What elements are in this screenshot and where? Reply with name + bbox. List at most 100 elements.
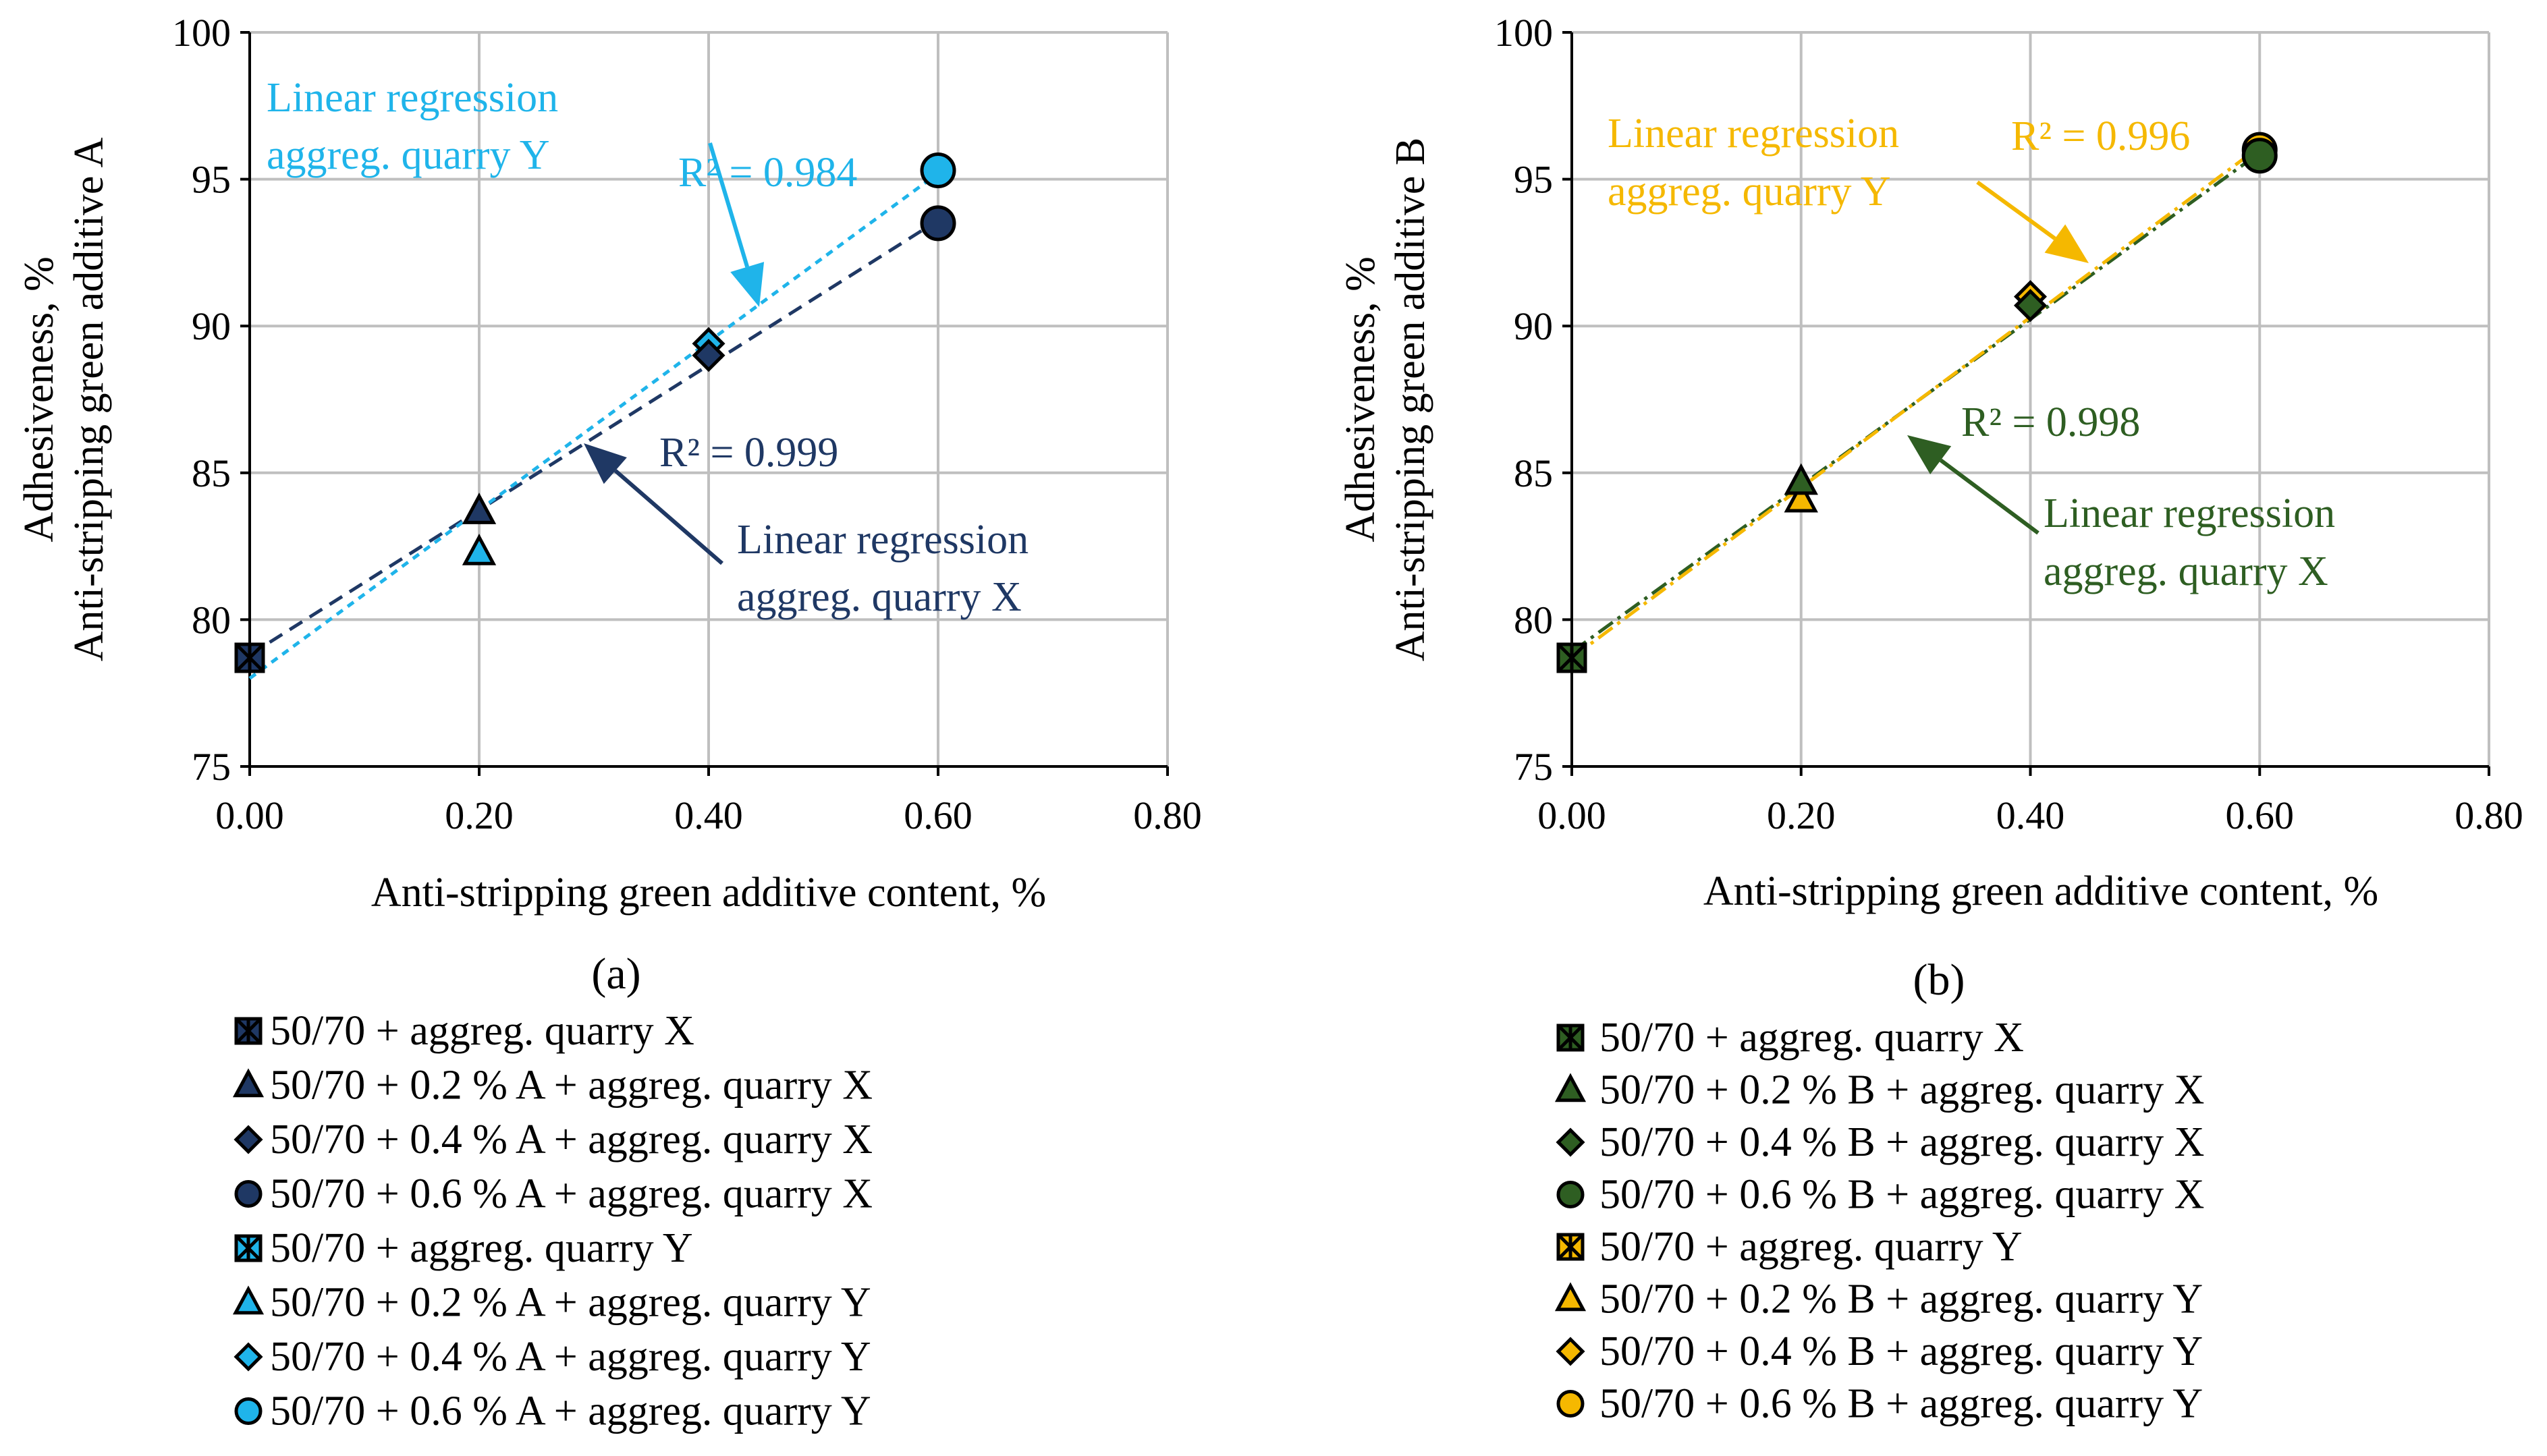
legend-label: 50/70 + aggreg. quarry X [270, 1008, 694, 1054]
y-tick-label: 75 [1514, 745, 1553, 789]
legend-item: 50/70 + aggreg. quarry Y [1556, 1224, 2023, 1270]
data-point-circle [920, 152, 956, 189]
regression-label: aggreg. quarry X [2044, 549, 2328, 594]
legend-label: 50/70 + 0.2 % B + aggreg. quarry X [1599, 1067, 2204, 1113]
legend-item: 50/70 + aggreg. quarry Y [234, 1225, 693, 1271]
legend-marker-triangle [1554, 1073, 1587, 1102]
y-tick-label: 95 [192, 158, 231, 202]
legend-item: 50/70 + 0.4 % A + aggreg. quarry Y [234, 1334, 871, 1380]
y-axis-title: Adhesiveness, % [16, 256, 62, 542]
y-tick-label: 100 [1494, 11, 1553, 55]
r-squared-annotation: R² = 0.996 [2011, 113, 2190, 159]
panel-label: (b) [1913, 955, 1965, 1005]
legend-label: 50/70 + aggreg. quarry X [1599, 1015, 2024, 1061]
regression-label: Linear regression [267, 75, 558, 121]
legend-marker-circle [234, 1180, 263, 1208]
legend-label: 50/70 + 0.6 % B + aggreg. quarry X [1599, 1172, 2204, 1218]
data-point-square-x [1556, 642, 1587, 673]
x-tick-label: 0.60 [904, 793, 973, 837]
legend-item: 50/70 + aggreg. quarry X [234, 1008, 694, 1054]
legend-marker-circle [1556, 1181, 1585, 1208]
data-point-triangle [462, 534, 497, 565]
trendline-quarry-y [1570, 145, 2261, 659]
data-point-triangle [1784, 463, 1818, 495]
legend-item: 50/70 + 0.6 % B + aggreg. quarry Y [1556, 1381, 2203, 1427]
legend-marker-square-x [1556, 1233, 1585, 1261]
panel-label: (a) [591, 949, 640, 999]
y-axis-title: Adhesiveness, % [1338, 256, 1384, 542]
r-squared-annotation: R² = 0.998 [1961, 399, 2140, 445]
regression-label: aggreg. quarry Y [267, 132, 549, 178]
legend-label: 50/70 + 0.6 % A + aggreg. quarry Y [270, 1389, 871, 1434]
legend-marker-square-x [234, 1234, 263, 1262]
x-axis-title: Anti-stripping green additive content, % [371, 870, 1046, 916]
y-tick-label: 85 [192, 451, 231, 495]
legend-marker-diamond [1556, 1337, 1585, 1366]
chart-panel-a: 75 80 85 90 95 100 0.00 0.20 0.40 0.60 0.80 Anti-st… [16, 11, 1202, 1434]
legend: 50/70 + aggreg. quarry X 50/70 + 0.2 % B … [1554, 1015, 2204, 1427]
x-tick-label: 0.00 [1537, 793, 1606, 837]
legend-label: 50/70 + 0.6 % A + aggreg. quarry X [270, 1171, 873, 1217]
legend-item: 50/70 + 0.2 % B + aggreg. quarry Y [1554, 1277, 2203, 1322]
legend: 50/70 + aggreg. quarry X 50/70 + 0.2 % A … [232, 1008, 873, 1434]
legend-item: 50/70 + 0.6 % A + aggreg. quarry X [234, 1171, 873, 1217]
x-tick-label: 0.40 [1996, 793, 2065, 837]
legend-label: 50/70 + 0.4 % A + aggreg. quarry X [270, 1117, 873, 1163]
r-squared-annotation: R² = 0.999 [659, 430, 838, 476]
legend-label: 50/70 + 0.4 % A + aggreg. quarry Y [270, 1334, 871, 1380]
x-tick-label: 0.00 [215, 793, 284, 837]
data-point-circle [2241, 138, 2278, 174]
data-point-triangle [462, 493, 497, 524]
y-axis-title: Anti-stripping green additive A [66, 137, 112, 661]
legend-label: 50/70 + 0.2 % A + aggreg. quarry Y [270, 1280, 871, 1326]
legend-item: 50/70 + 0.6 % B + aggreg. quarry X [1556, 1172, 2204, 1218]
regression-label: Linear regression [1608, 111, 1899, 157]
data-point-diamond [2013, 289, 2048, 323]
y-axis-title: Anti-stripping green additive B [1388, 138, 1433, 662]
data-point-circle [920, 205, 956, 242]
x-tick-label: 0.80 [1133, 793, 1202, 837]
legend-marker-triangle [1554, 1282, 1587, 1312]
legend-marker-diamond [234, 1125, 263, 1154]
y-tick-label: 85 [1514, 451, 1553, 495]
regression-label: aggreg. quarry X [737, 574, 1022, 620]
legend-label: 50/70 + 0.2 % A + aggreg. quarry X [270, 1063, 873, 1109]
legend-item: 50/70 + aggreg. quarry X [1556, 1015, 2024, 1061]
y-tick-label: 80 [192, 598, 231, 642]
trendline-quarry-x [1570, 151, 2261, 654]
x-tick-label: 0.20 [445, 793, 514, 837]
legend-marker-triangle [232, 1285, 265, 1315]
x-tick-label: 0.40 [674, 793, 743, 837]
trendline-quarry-y [248, 171, 939, 680]
trendline-quarry-x [248, 219, 939, 656]
data-point-square-x [234, 642, 265, 673]
legend-marker-square-x [1556, 1024, 1585, 1052]
y-tick-label: 90 [192, 304, 231, 348]
y-tick-label: 90 [1514, 304, 1553, 348]
data-point-diamond [692, 339, 725, 372]
r-squared-annotation: R² = 0.984 [678, 150, 857, 196]
legend-label: 50/70 + aggreg. quarry Y [270, 1225, 693, 1271]
data-point-triangle [1784, 480, 1818, 513]
y-tick-label: 75 [192, 745, 231, 789]
regression-label: Linear regression [737, 517, 1029, 563]
y-tick-label: 95 [1514, 158, 1553, 202]
legend-label: 50/70 + 0.4 % B + aggreg. quarry X [1599, 1119, 2204, 1165]
legend-label: 50/70 + 0.2 % B + aggreg. quarry Y [1599, 1277, 2203, 1322]
legend-item: 50/70 + 0.2 % A + aggreg. quarry X [232, 1063, 873, 1109]
legend-item: 50/70 + 0.2 % B + aggreg. quarry X [1554, 1067, 2204, 1113]
legend-item: 50/70 + 0.4 % B + aggreg. quarry X [1556, 1119, 2204, 1165]
legend-marker-circle [234, 1397, 263, 1425]
x-tick-label: 0.60 [2226, 793, 2295, 837]
legend-label: 50/70 + 0.4 % B + aggreg. quarry Y [1599, 1328, 2203, 1374]
x-tick-label: 0.20 [1767, 793, 1836, 837]
legend-item: 50/70 + 0.4 % A + aggreg. quarry X [234, 1117, 873, 1163]
legend-label: 50/70 + 0.6 % B + aggreg. quarry Y [1599, 1381, 2203, 1427]
regression-label: aggreg. quarry Y [1608, 169, 1890, 215]
regression-label: Linear regression [2044, 491, 2335, 536]
legend-item: 50/70 + 0.4 % B + aggreg. quarry Y [1556, 1328, 2203, 1374]
legend-item: 50/70 + 0.2 % A + aggreg. quarry Y [232, 1280, 871, 1326]
legend-marker-diamond [234, 1342, 263, 1372]
x-tick-label: 0.80 [2455, 793, 2523, 837]
